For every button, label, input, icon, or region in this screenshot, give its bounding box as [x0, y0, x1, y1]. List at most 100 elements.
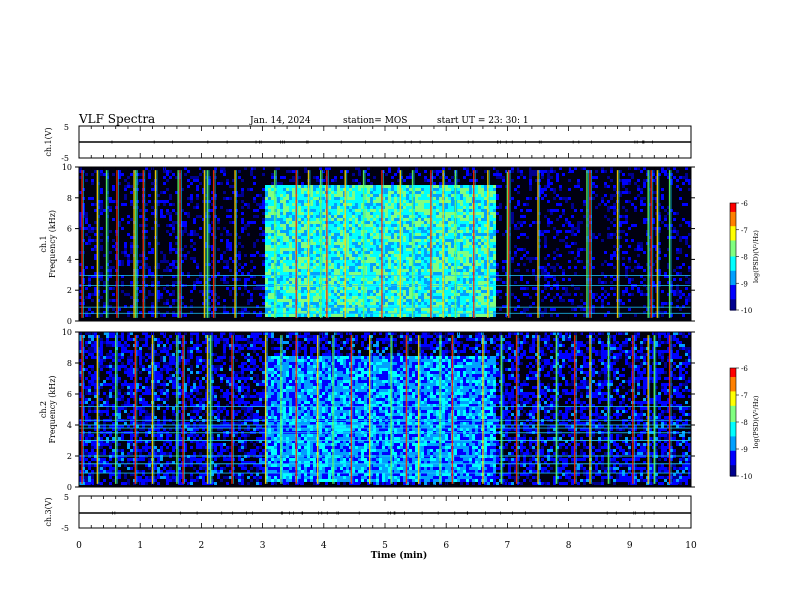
spectrogram-cell: [376, 287, 379, 290]
spectrogram-cell: [160, 215, 163, 218]
spectrogram-cell: [328, 185, 331, 188]
spectrogram-cell: [478, 290, 481, 293]
spectrogram-cell: [451, 290, 454, 293]
spectrogram-cell: [316, 227, 319, 230]
spectrogram-cell: [466, 236, 469, 239]
spectrogram-cell: [253, 266, 256, 269]
spectrogram-cell: [379, 212, 382, 215]
spectrogram-cell: [391, 296, 394, 299]
spectrogram-cell: [271, 233, 274, 236]
spectrogram-cell: [388, 305, 391, 308]
spectrogram-cell: [535, 287, 538, 290]
spectrogram-cell: [427, 236, 430, 239]
spectrogram-cell: [277, 230, 280, 233]
spectrogram-cell: [364, 293, 367, 296]
spectrogram-cell: [358, 302, 361, 305]
spectrogram-cell: [346, 305, 349, 308]
spectrogram-cell: [181, 221, 184, 224]
spectrogram-cell: [271, 314, 274, 317]
spectrogram-cell: [373, 281, 376, 284]
spectrogram-cell: [439, 188, 442, 191]
spectrogram-cell: [283, 236, 286, 239]
spectrogram-cell: [439, 194, 442, 197]
spectrogram-cell: [85, 218, 88, 221]
spectrogram-cell: [310, 227, 313, 230]
spectrogram-cell: [574, 167, 577, 170]
spectrogram-cell: [388, 308, 391, 311]
spectrogram-cell: [394, 296, 397, 299]
spectrogram-cell: [367, 236, 370, 239]
spectrogram-cell: [484, 188, 487, 191]
spectrogram-cell: [373, 314, 376, 317]
spectrogram-cell: [391, 293, 394, 296]
spectrogram-cell: [403, 311, 406, 314]
spectrogram-cell: [277, 221, 280, 224]
spectrogram-cell: [286, 281, 289, 284]
spectrogram-cell: [301, 290, 304, 293]
spectrogram-cell: [457, 194, 460, 197]
spectrogram-cell: [574, 287, 577, 290]
spectrogram-cell: [574, 185, 577, 188]
spectrogram-cell: [298, 176, 301, 179]
spectrogram-cell: [379, 257, 382, 260]
spectrogram-cell: [478, 314, 481, 317]
spectrogram-cell: [415, 209, 418, 212]
spectrogram-cell: [193, 257, 196, 260]
spectrogram-cell: [397, 227, 400, 230]
spectrogram-cell: [376, 230, 379, 233]
spectrogram-cell: [457, 263, 460, 266]
spectrogram-cell: [289, 290, 292, 293]
spectrogram-cell: [349, 224, 352, 227]
spectrogram-cell: [163, 182, 166, 185]
spectrogram-cell: [298, 257, 301, 260]
spectrogram-cell: [292, 197, 295, 200]
spectrogram-cell: [448, 206, 451, 209]
spectrogram-cell: [289, 281, 292, 284]
spectrogram-cell: [238, 170, 241, 173]
spectrogram-cell: [355, 287, 358, 290]
spectrogram-cell: [547, 182, 550, 185]
spectrogram-cell: [439, 200, 442, 203]
spectrogram-cell: [100, 173, 103, 176]
spectrogram-cell: [304, 218, 307, 221]
spectrogram-cell: [397, 209, 400, 212]
spectrogram-cell: [601, 281, 604, 284]
spectrogram-cell: [100, 272, 103, 275]
spectrogram-cell: [334, 302, 337, 305]
spectrogram-cell: [577, 224, 580, 227]
spectrogram-cell: [211, 203, 214, 206]
spectrogram-cell: [346, 242, 349, 245]
spectrogram-cell: [346, 200, 349, 203]
spectrogram-cell: [418, 275, 421, 278]
spectrogram-cell: [415, 227, 418, 230]
spectrogram-cell: [328, 281, 331, 284]
spectrogram-cell: [292, 266, 295, 269]
spectrogram-cell: [373, 191, 376, 194]
spectrogram-cell: [463, 293, 466, 296]
spectrogram-cell: [139, 254, 142, 257]
spectrogram-cell: [355, 293, 358, 296]
spectrogram-cell: [433, 215, 436, 218]
spectrogram-cell: [448, 269, 451, 272]
spectrogram-cell: [271, 281, 274, 284]
spectrogram-cell: [298, 236, 301, 239]
spectrogram-cell: [313, 311, 316, 314]
spectrogram-cell: [403, 314, 406, 317]
spectrogram-cell: [388, 221, 391, 224]
spectrogram-cell: [445, 314, 448, 317]
spectrogram-cell: [349, 218, 352, 221]
spectrogram-cell: [490, 206, 493, 209]
spectrogram-cell: [376, 251, 379, 254]
spectrogram-cell: [361, 308, 364, 311]
spectrogram-cell: [463, 206, 466, 209]
spectrogram-cell: [604, 185, 607, 188]
spectrogram-cell: [367, 203, 370, 206]
spectrogram-cell: [364, 227, 367, 230]
spectrogram-cell: [289, 227, 292, 230]
y-tick-label: 5: [64, 123, 69, 132]
spectrogram-cell: [337, 251, 340, 254]
spectrogram-cell: [229, 257, 232, 260]
spectrogram-cell: [304, 203, 307, 206]
spectrogram-cell: [340, 206, 343, 209]
spectrogram-cell: [571, 230, 574, 233]
